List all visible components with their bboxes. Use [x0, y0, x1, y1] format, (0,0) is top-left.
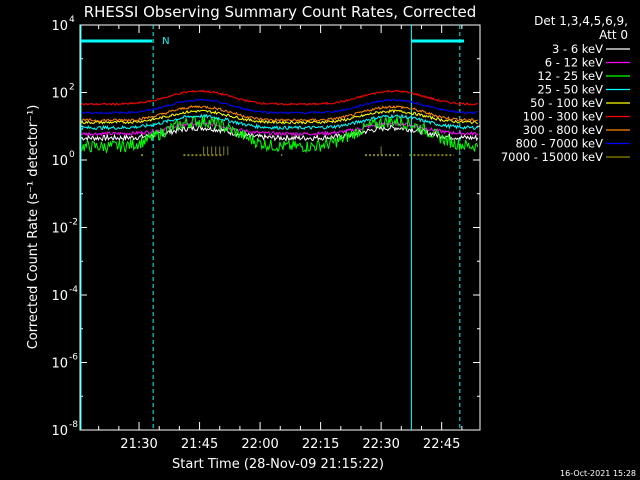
y-tick-label: 10 — [51, 424, 68, 439]
series-line-300-800-kev — [80, 104, 478, 123]
series-line-100-300-kev — [80, 89, 478, 106]
chart-title-group: RHESSI Observing Summary Count Rates, Co… — [84, 3, 477, 21]
series-line-6-12-kev — [80, 121, 479, 137]
x-tick-label: 22:45 — [423, 437, 460, 452]
y-tick-label-exponent: -6 — [69, 353, 78, 363]
x-tick-label: 22:30 — [362, 437, 399, 452]
y-tick-label: 10 — [51, 19, 68, 34]
x-tick-label: 21:45 — [181, 437, 218, 452]
legend-label: 50 - 100 keV — [530, 96, 603, 110]
y-tick-label: 10 — [51, 289, 68, 304]
x-tick-label: 22:15 — [302, 437, 339, 452]
y-tick-label: 10 — [51, 154, 68, 169]
y-tick-label-exponent: 4 — [69, 15, 75, 25]
night-flag-label: N — [162, 36, 169, 47]
series-line-12-25-kev — [80, 115, 479, 155]
x-axis-label: Start Time (28-Nov-09 21:15:22) — [172, 457, 384, 472]
legend-label: 100 - 300 keV — [523, 110, 603, 124]
legend-label: 3 - 6 keV — [552, 42, 603, 56]
x-tick-label: 22:00 — [241, 437, 278, 452]
y-tick-label: 10 — [51, 87, 68, 102]
legend-label: 25 - 50 keV — [537, 83, 603, 97]
legend-label: 7000 - 15000 keV — [501, 150, 603, 164]
legend-label: 12 - 25 keV — [537, 69, 603, 83]
plot-frame — [79, 24, 481, 431]
y-tick-label-exponent: -8 — [69, 420, 78, 430]
y-tick-label-exponent: 0 — [69, 150, 75, 160]
legend-header-attenuator: Att 0 — [599, 28, 628, 42]
chart-title: RHESSI Observing Summary Count Rates, Co… — [84, 3, 477, 21]
y-tick-label-exponent: 2 — [69, 83, 75, 93]
y-tick-label: 10 — [51, 222, 68, 237]
legend-label: 800 - 7000 keV — [515, 137, 603, 151]
series-line-3-6-kev — [81, 124, 479, 142]
series-line-25-50-kev — [80, 113, 479, 131]
y-axis-label: Corrected Count Rate (s⁻¹ detector⁻¹) — [26, 105, 41, 350]
y-tick-label: 10 — [51, 357, 68, 372]
series-line-800-7000-kev — [81, 98, 478, 115]
legend-header-detectors: Det 1,3,4,5,6,9, — [534, 14, 628, 28]
y-tick-label-exponent: -4 — [69, 285, 78, 295]
plot-timestamp: 16-Oct-2021 15:28 — [560, 469, 636, 478]
legend-label: 6 - 12 keV — [545, 56, 603, 70]
legend-label: 300 - 800 keV — [523, 123, 603, 137]
y-tick-label-exponent: -2 — [69, 218, 78, 228]
x-tick-label: 21:30 — [120, 437, 157, 452]
series-line-50-100-kev — [80, 108, 478, 125]
